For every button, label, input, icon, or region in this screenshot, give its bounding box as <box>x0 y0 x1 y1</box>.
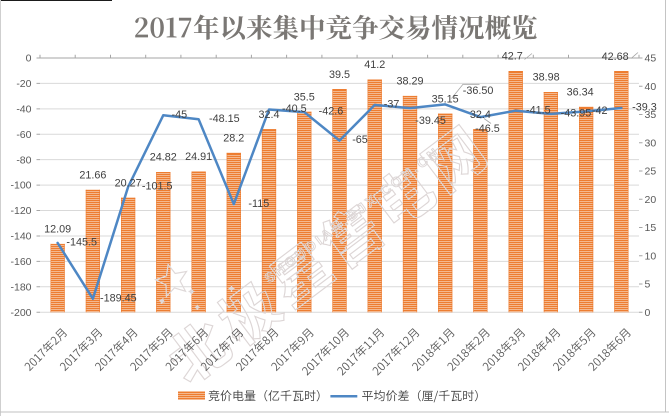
svg-text:39.5: 39.5 <box>329 69 350 81</box>
svg-text:-40.5: -40.5 <box>282 103 307 115</box>
svg-text:20.27: 20.27 <box>115 177 142 189</box>
svg-text:36.34: 36.34 <box>567 87 594 99</box>
svg-text:-37: -37 <box>384 99 400 111</box>
svg-text:25: 25 <box>645 166 657 178</box>
svg-text:32.4: 32.4 <box>258 109 279 121</box>
svg-text:-145.5: -145.5 <box>66 237 97 249</box>
svg-text:-48.15: -48.15 <box>209 113 240 125</box>
svg-text:15: 15 <box>645 222 657 234</box>
svg-text:30: 30 <box>645 137 657 149</box>
svg-text:-100: -100 <box>10 180 31 192</box>
svg-text:35.5: 35.5 <box>294 91 315 103</box>
svg-text:-42.6: -42.6 <box>319 106 344 118</box>
svg-text:10: 10 <box>645 250 657 262</box>
svg-text:-120: -120 <box>10 205 31 217</box>
svg-text:-189.45: -189.45 <box>100 292 137 304</box>
svg-text:-140: -140 <box>10 231 31 243</box>
svg-text:20: 20 <box>645 194 657 206</box>
svg-text:35: 35 <box>645 109 657 121</box>
svg-text:-40: -40 <box>16 103 31 115</box>
svg-text:-43.95: -43.95 <box>561 108 592 120</box>
svg-text:-39.45: -39.45 <box>415 115 446 127</box>
svg-text:0: 0 <box>645 307 651 319</box>
svg-text:40: 40 <box>645 81 657 93</box>
svg-text:28.2: 28.2 <box>223 133 244 145</box>
svg-text:24.91: 24.91 <box>185 151 212 163</box>
svg-text:-41.5: -41.5 <box>526 104 551 116</box>
svg-text:-160: -160 <box>10 256 31 268</box>
svg-text:21.66: 21.66 <box>79 170 106 182</box>
svg-text:45: 45 <box>645 53 657 65</box>
svg-text:-200: -200 <box>10 307 31 319</box>
svg-text:-80: -80 <box>16 154 31 166</box>
svg-text:-45: -45 <box>172 109 188 121</box>
svg-text:-46.5: -46.5 <box>475 123 500 135</box>
svg-text:42.68: 42.68 <box>602 51 629 63</box>
svg-text:0: 0 <box>26 53 32 65</box>
svg-text:38.29: 38.29 <box>396 76 423 88</box>
svg-text:-36.50: -36.50 <box>463 85 494 97</box>
svg-text:41.2: 41.2 <box>364 59 385 71</box>
svg-text:-42: -42 <box>592 105 608 117</box>
svg-text:35.15: 35.15 <box>432 93 459 105</box>
svg-text:24.82: 24.82 <box>150 152 177 164</box>
svg-text:42.7: 42.7 <box>502 51 523 63</box>
svg-text:-101.5: -101.5 <box>142 181 173 193</box>
svg-text:-65: -65 <box>352 134 368 146</box>
svg-text:-20: -20 <box>16 78 31 90</box>
svg-text:12.09: 12.09 <box>44 224 71 236</box>
svg-text:5: 5 <box>645 279 651 291</box>
svg-text:32.4: 32.4 <box>470 109 491 121</box>
svg-text:-115: -115 <box>248 198 269 210</box>
svg-text:-60: -60 <box>16 129 31 141</box>
svg-text:-180: -180 <box>10 281 31 293</box>
svg-text:-39.3: -39.3 <box>632 102 657 114</box>
svg-text:38.98: 38.98 <box>533 72 560 84</box>
